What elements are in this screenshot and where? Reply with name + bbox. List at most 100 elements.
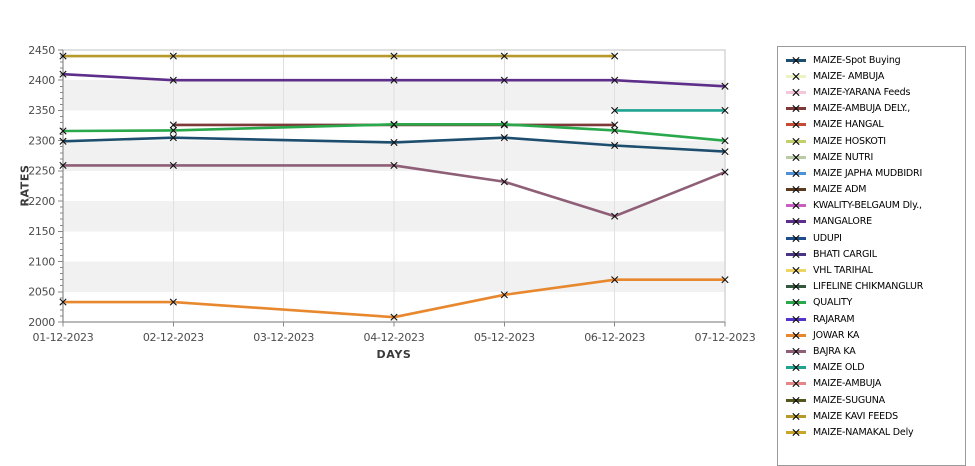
y-tick-label: 2300 (28, 134, 55, 147)
legend-item: MAIZE-YARANA Feeds (785, 84, 965, 100)
line-marker-icon (786, 234, 806, 242)
legend-item-label: MAIZE HOSKOTI (813, 135, 886, 147)
legend-item: UDUPI (785, 230, 965, 246)
legend-item: MAIZE- AMBUJA (785, 68, 965, 84)
x-tick-label: 03-12-2023 (253, 331, 314, 344)
data-point-marker (611, 76, 619, 84)
x-tick-label: 01-12-2023 (33, 331, 94, 344)
line-marker-icon (786, 364, 806, 372)
data-point-marker (500, 120, 508, 128)
data-point-marker (169, 76, 177, 84)
x-axis-title: DAYS (376, 348, 412, 361)
series-quality (59, 120, 729, 145)
legend-item: RAJARAM (785, 311, 965, 327)
y-tick-label: 2350 (28, 104, 55, 117)
series-line (62, 136, 726, 153)
legend-item: QUALITY (785, 295, 965, 311)
legend-item: MAIZE HOSKOTI (785, 133, 965, 149)
legend-item-label: BHATI CARGIL (813, 248, 877, 260)
legend-item: LIFELINE CHIKMANGLUR (785, 279, 965, 295)
data-point-marker (721, 147, 729, 156)
legend-item-label: MAIZE-Spot Buying (813, 54, 901, 66)
legend-item-label: UDUPI (813, 232, 842, 244)
legend-item: MANGALORE (785, 214, 965, 230)
legend-item-label: MAIZE-AMBUJA (813, 378, 882, 390)
data-point-marker (611, 106, 619, 115)
data-point-marker (390, 120, 398, 128)
data-point-marker (169, 52, 177, 60)
line-marker-icon (786, 299, 806, 307)
data-point-marker (169, 126, 177, 134)
y-tick-label: 2100 (28, 255, 55, 268)
data-point-marker (59, 52, 67, 60)
y-axis-title: RATES (18, 164, 32, 207)
y-tick-label: 2250 (28, 165, 55, 178)
line-marker-icon (786, 396, 806, 404)
data-point-marker (500, 178, 508, 186)
data-point-marker (611, 276, 619, 284)
series-bajra-ka (59, 161, 729, 220)
legend-item-label: MAIZE OLD (813, 362, 865, 374)
legend-item: MAIZE-SUGUNA (785, 392, 965, 408)
line-marker-icon (786, 250, 806, 258)
y-tick-label: 2450 (28, 44, 55, 57)
data-point-marker (611, 126, 619, 134)
legend-item: MAIZE NUTRI (785, 149, 965, 165)
series-maize-old (611, 106, 729, 115)
data-point-marker (721, 276, 729, 284)
series-line (63, 278, 725, 319)
legend-item-label: MAIZE-SUGUNA (813, 394, 885, 406)
line-marker-icon (786, 72, 806, 80)
series-line (62, 123, 726, 142)
series-line (63, 164, 726, 218)
data-point-marker (611, 52, 619, 60)
data-point-marker (59, 70, 67, 78)
legend-item-label: MAIZE-YARANA Feeds (813, 86, 911, 98)
data-point-marker (611, 121, 619, 129)
legend-item: MAIZE JAPHA MUDBIDRI (785, 165, 965, 181)
rates-line-chart: 2000 2050 2100 2150 2200 2250 2300 2350 2400 2450… (18, 44, 757, 361)
y-tick-label: 2050 (28, 286, 55, 299)
line-marker-icon (786, 186, 806, 194)
legend-item-label: MAIZE ADM (813, 184, 867, 196)
data-point-marker (59, 298, 67, 306)
line-marker-icon (786, 105, 806, 113)
data-point-marker (169, 298, 177, 306)
line-marker-icon (786, 412, 806, 420)
data-point-marker (721, 137, 729, 145)
series-line (62, 72, 726, 88)
data-point-marker (169, 134, 177, 142)
data-point-marker (390, 138, 398, 147)
data-point-marker (500, 52, 508, 60)
legend-item-label: MANGALORE (813, 216, 872, 228)
legend-item-label: RAJARAM (813, 313, 855, 325)
data-point-marker (169, 161, 177, 170)
legend-item: MAIZE OLD (785, 360, 965, 376)
line-marker-icon (786, 169, 806, 177)
line-marker-icon (786, 137, 806, 145)
legend-item: VHL TARIHAL (785, 262, 965, 278)
legend-item: MAIZE KAVI FEEDS (785, 408, 965, 424)
y-tick-label: 2150 (28, 225, 55, 238)
legend-item: JOWAR KA (785, 327, 965, 343)
legend-item-label: MAIZE- AMBUJA (813, 70, 885, 82)
legend-item: BHATI CARGIL (785, 246, 965, 262)
data-point-marker (390, 76, 398, 84)
legend-item: MAIZE-AMBUJA (785, 376, 965, 392)
series-mangalore (59, 70, 729, 90)
legend-item-label: MAIZE HANGAL (813, 119, 884, 131)
legend-item-label: KWALITY-BELGAUM Dly., (813, 200, 922, 212)
data-point-marker (390, 161, 398, 170)
y-tick-label: 2400 (28, 74, 55, 87)
x-tick-label: 06-12-2023 (584, 331, 645, 344)
series-maize-kavi-feeds (59, 52, 619, 60)
legend-item-label: QUALITY (813, 297, 853, 309)
series-maize-spot-buying (59, 134, 729, 156)
x-tick-label: 07-12-2023 (695, 331, 756, 344)
legend-item-label: LIFELINE CHIKMANGLUR (813, 281, 924, 293)
line-marker-icon (786, 380, 806, 388)
data-point-marker (721, 168, 729, 176)
line-marker-icon (786, 202, 806, 210)
line-marker-icon (786, 56, 806, 64)
legend-item: BAJRA KA (785, 343, 965, 359)
